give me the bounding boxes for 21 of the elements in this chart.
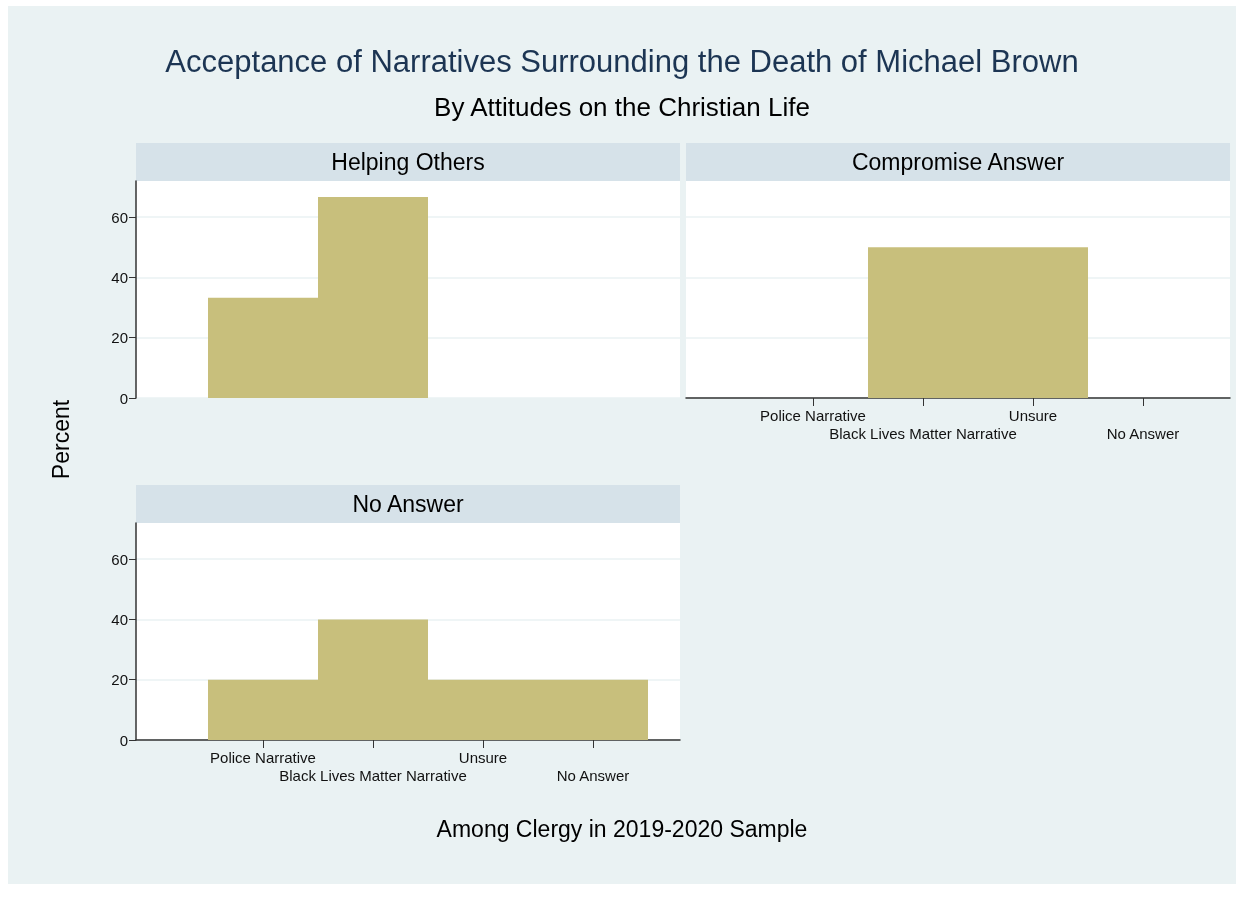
x-tick-label: Black Lives Matter Narrative <box>829 424 1017 442</box>
y-tick-label: 0 <box>119 731 128 749</box>
y-tick-label: 40 <box>111 610 128 628</box>
x-tick-label: Police Narrative <box>760 406 866 424</box>
y-tick-label: 60 <box>111 208 128 226</box>
y-tick-label: 40 <box>111 268 128 286</box>
x-tick-label: Black Lives Matter Narrative <box>279 766 467 784</box>
text: Among Clergy in 2019-2020 Sample <box>435 816 809 843</box>
x-tick-label: Unsure <box>458 748 508 766</box>
x-tick-label: Police Narrative <box>210 748 316 766</box>
chart-title: Compromise Answer <box>851 149 1065 175</box>
y-tick-label: 20 <box>111 329 128 347</box>
chart-title: No Answer <box>352 491 464 517</box>
y-tick-label: 60 <box>111 550 128 568</box>
y-tick-label: 0 <box>119 389 128 407</box>
text: Acceptance of Narratives Surrounding the Death of Michael Brown <box>164 44 1080 80</box>
y-axis-title: Percent <box>47 398 75 482</box>
text: By Attitudes on the Christian Life <box>433 92 811 123</box>
x-tick-label: Unsure <box>1008 406 1058 424</box>
y-tick-label: 20 <box>111 671 128 689</box>
chart-title: Helping Others <box>331 149 485 175</box>
